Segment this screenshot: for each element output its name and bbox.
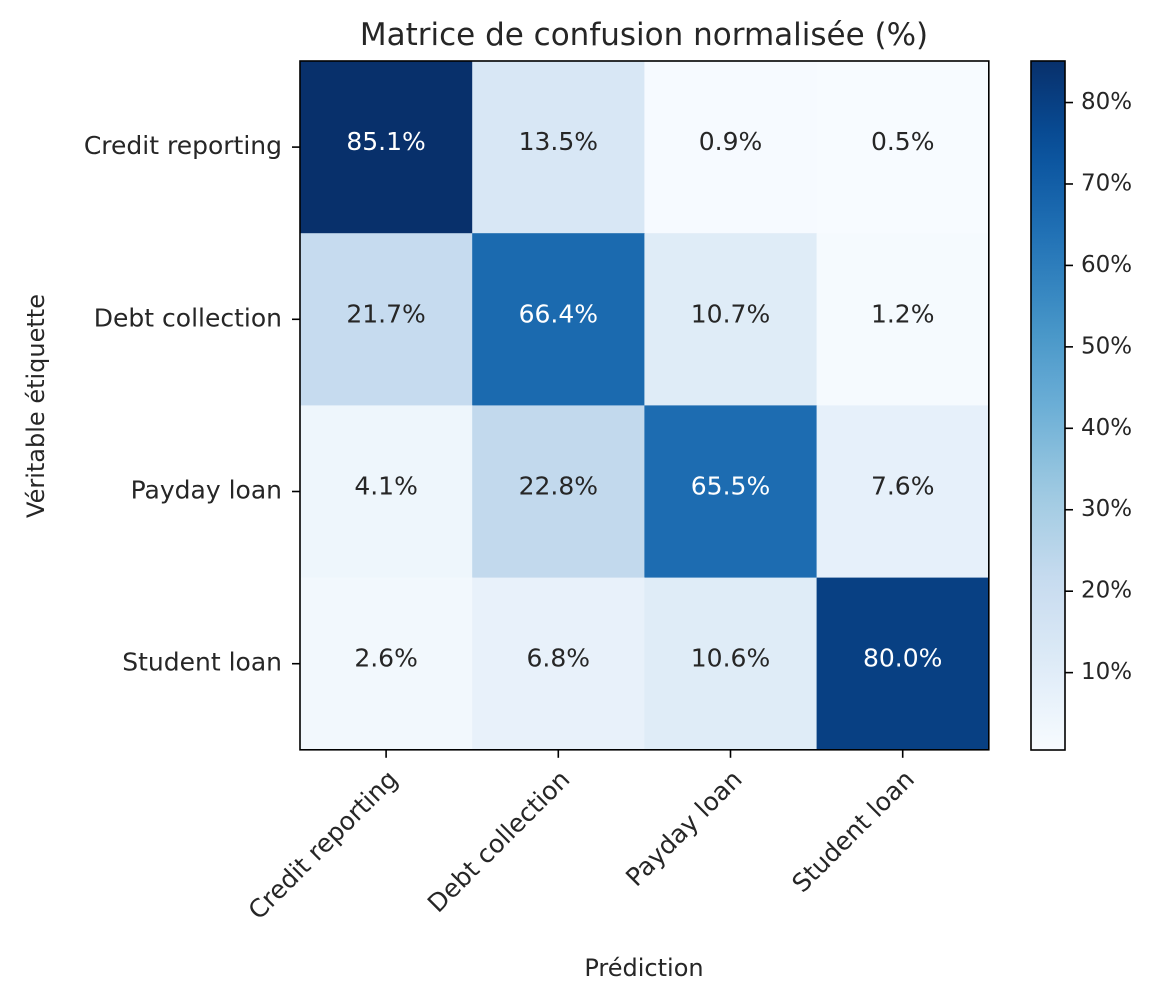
cell-value-label: 0.5%: [871, 127, 935, 156]
heatmap-cell: [472, 233, 645, 406]
chart-title: Matrice de confusion normalisée (%): [360, 17, 928, 53]
heatmap-cell: [644, 61, 818, 234]
y-tick-label: Payday loan: [131, 476, 282, 505]
colorbar-tick-label: 40%: [1081, 415, 1132, 441]
colorbar-tick-label: 30%: [1081, 496, 1132, 522]
cell-value-label: 66.4%: [519, 299, 598, 328]
y-tick-label: Credit reporting: [84, 131, 282, 160]
colorbar-tick-label: 80%: [1081, 89, 1132, 115]
cell-value-label: 4.1%: [354, 472, 418, 501]
cell-value-label: 10.6%: [691, 644, 770, 673]
heatmap-cell: [644, 233, 818, 406]
cell-value-label: 0.9%: [699, 127, 763, 156]
heatmap-cell: [816, 577, 990, 751]
colorbar-tick-label: 60%: [1081, 252, 1132, 278]
x-tick-label: Student loan: [786, 764, 919, 897]
cell-value-label: 80.0%: [863, 644, 942, 673]
cell-value-label: 1.2%: [871, 299, 935, 328]
heatmap-cell: [300, 233, 473, 406]
heatmap-cell: [816, 233, 990, 406]
x-tick-label: Debt collection: [422, 764, 576, 918]
cell-value-label: 10.7%: [691, 299, 770, 328]
x-axis-label: Prédiction: [584, 954, 703, 982]
heatmap-cell: [644, 577, 818, 751]
x-tick-label: Credit reporting: [243, 764, 404, 925]
cell-value-label: 7.6%: [871, 472, 935, 501]
cell-value-label: 65.5%: [691, 472, 770, 501]
cell-value-label: 85.1%: [346, 127, 425, 156]
heatmap-cells: [300, 61, 990, 751]
heatmap-cell-labels: 85.1% 13.5% 0.9% 0.5% 21.7% 66.4% 10.7% 1.2% 4.1…: [346, 127, 942, 673]
heatmap-cell: [472, 577, 645, 751]
cell-value-label: 6.8%: [527, 644, 591, 673]
colorbar-tick-label: 20%: [1081, 578, 1132, 604]
colorbar-tick-label: 50%: [1081, 333, 1132, 359]
heatmap-cell: [472, 61, 645, 234]
heatmap-cell: [644, 405, 818, 579]
heatmap-cell: [300, 61, 473, 234]
colorbar-gradient: [1031, 61, 1065, 750]
cell-value-label: 21.7%: [346, 299, 425, 328]
cell-value-label: 22.8%: [519, 472, 598, 501]
colorbar-frame: [1030, 60, 1066, 751]
plot-frame: [299, 60, 990, 751]
x-axis-ticks: Credit reporting Debt collection Payday lo…: [243, 749, 920, 925]
cell-value-label: 2.6%: [354, 644, 418, 673]
y-axis-label: Véritable étiquette: [22, 294, 50, 518]
heatmap-cell: [300, 405, 473, 579]
y-tick-label: Debt collection: [94, 303, 282, 332]
x-tick-label: Payday loan: [620, 764, 748, 892]
colorbar-tick-label: 10%: [1081, 659, 1132, 685]
heatmap-cell: [472, 405, 645, 579]
heatmap-cell: [300, 577, 473, 751]
colorbar: 10% 20% 30% 40% 50% 60% 70% 80%: [1030, 60, 1132, 751]
colorbar-tick-label: 70%: [1081, 170, 1132, 196]
cell-value-label: 13.5%: [519, 127, 598, 156]
y-axis-ticks: Credit reporting Debt collection Payday lo…: [84, 131, 300, 677]
y-tick-label: Student loan: [122, 648, 282, 677]
heatmap-cell: [816, 405, 990, 579]
heatmap-cell: [816, 61, 990, 234]
